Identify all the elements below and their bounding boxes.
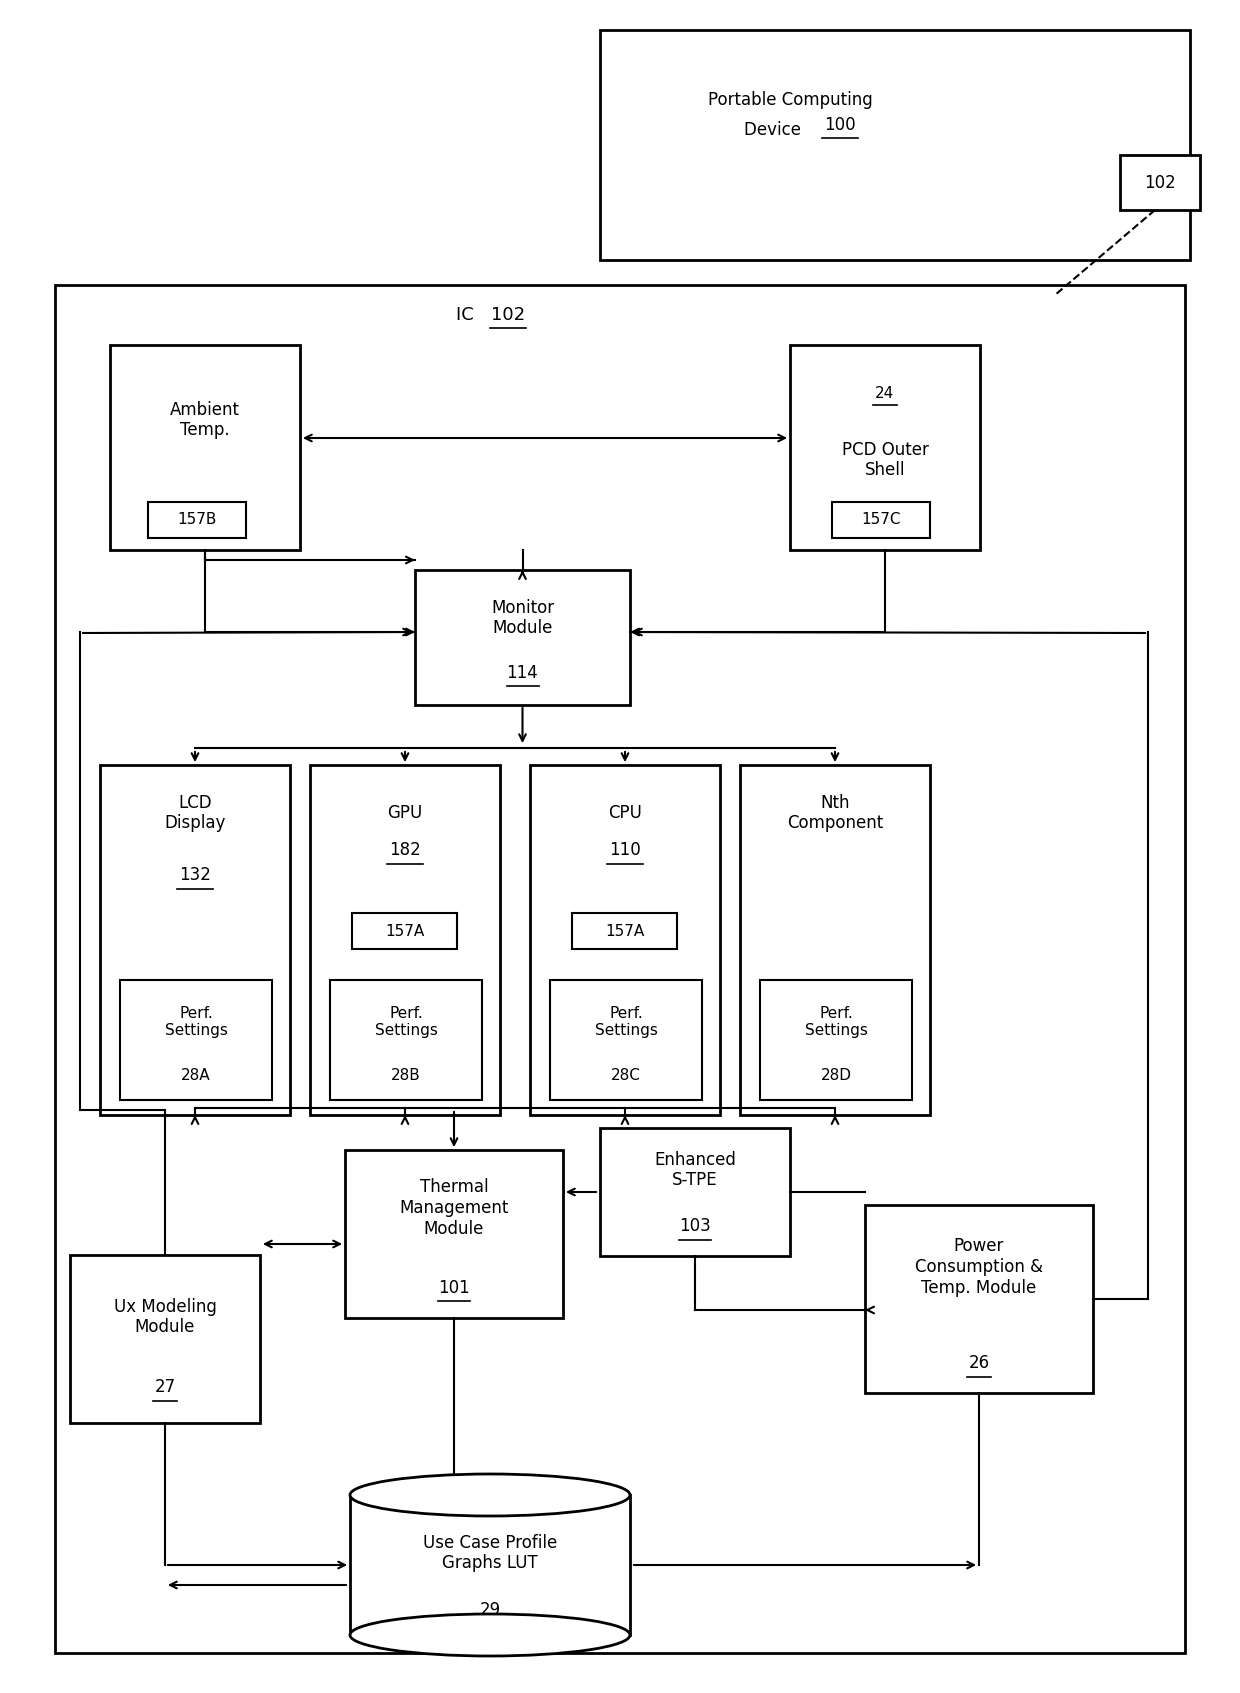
Text: Ambient
Temp.: Ambient Temp.	[170, 401, 241, 440]
Text: Use Case Profile
Graphs LUT: Use Case Profile Graphs LUT	[423, 1534, 557, 1573]
Text: 132: 132	[179, 867, 211, 884]
Ellipse shape	[350, 1475, 630, 1515]
Text: 100: 100	[825, 117, 856, 134]
Text: Enhanced
S-TPE: Enhanced S-TPE	[653, 1151, 735, 1190]
Text: 28A: 28A	[181, 1068, 211, 1084]
Text: 28D: 28D	[821, 1068, 852, 1084]
Text: 102: 102	[491, 306, 525, 323]
Bar	[148, 503, 246, 538]
Text: 27: 27	[155, 1378, 176, 1397]
Bar	[345, 1150, 563, 1317]
Text: 26: 26	[968, 1354, 990, 1371]
Bar	[600, 1128, 790, 1256]
Text: PCD Outer
Shell: PCD Outer Shell	[842, 440, 929, 479]
Bar	[310, 765, 500, 1116]
Bar	[600, 30, 1190, 261]
Text: GPU: GPU	[387, 804, 423, 823]
Text: LCD
Display: LCD Display	[165, 794, 226, 833]
Bar	[551, 980, 702, 1100]
Text: 29: 29	[480, 1602, 501, 1619]
Text: Power
Consumption &
Temp. Module: Power Consumption & Temp. Module	[915, 1238, 1043, 1297]
Bar	[55, 284, 1185, 1652]
Bar	[866, 1205, 1092, 1393]
Text: Device: Device	[744, 120, 806, 139]
Text: Ux Modeling
Module: Ux Modeling Module	[114, 1297, 217, 1336]
Text: Perf.
Settings: Perf. Settings	[594, 1006, 657, 1038]
Bar	[760, 980, 911, 1100]
Text: Perf.
Settings: Perf. Settings	[805, 1006, 868, 1038]
Text: 157A: 157A	[384, 923, 424, 938]
Text: 103: 103	[680, 1217, 711, 1234]
Ellipse shape	[350, 1613, 630, 1656]
Text: Perf.
Settings: Perf. Settings	[374, 1006, 438, 1038]
Text: Perf.
Settings: Perf. Settings	[165, 1006, 227, 1038]
Bar	[740, 765, 930, 1116]
Bar	[330, 980, 482, 1100]
Text: 24: 24	[875, 386, 894, 401]
Text: 28C: 28C	[611, 1068, 641, 1084]
Bar	[1120, 156, 1200, 210]
Bar	[572, 913, 677, 950]
Text: 28B: 28B	[391, 1068, 420, 1084]
Bar	[69, 1255, 260, 1424]
Bar	[415, 571, 630, 704]
Text: 157A: 157A	[605, 923, 644, 938]
Bar	[529, 765, 720, 1116]
Text: 101: 101	[438, 1278, 470, 1297]
Text: Monitor
Module: Monitor Module	[491, 599, 554, 637]
Text: 102: 102	[1145, 173, 1176, 191]
Bar	[790, 345, 980, 550]
Text: Thermal
Management
Module: Thermal Management Module	[399, 1178, 508, 1238]
Bar	[350, 1495, 630, 1635]
Text: 182: 182	[389, 841, 420, 858]
Bar	[352, 913, 458, 950]
Text: 157B: 157B	[177, 513, 217, 528]
Bar	[110, 345, 300, 550]
Bar	[100, 765, 290, 1116]
Text: IC: IC	[456, 306, 480, 323]
Text: 110: 110	[609, 841, 641, 858]
Bar	[832, 503, 930, 538]
Text: 114: 114	[507, 664, 538, 682]
Text: 157C: 157C	[862, 513, 900, 528]
Text: Nth
Component: Nth Component	[787, 794, 883, 833]
Bar	[120, 980, 272, 1100]
Text: CPU: CPU	[608, 804, 642, 823]
Text: Portable Computing: Portable Computing	[708, 91, 873, 108]
